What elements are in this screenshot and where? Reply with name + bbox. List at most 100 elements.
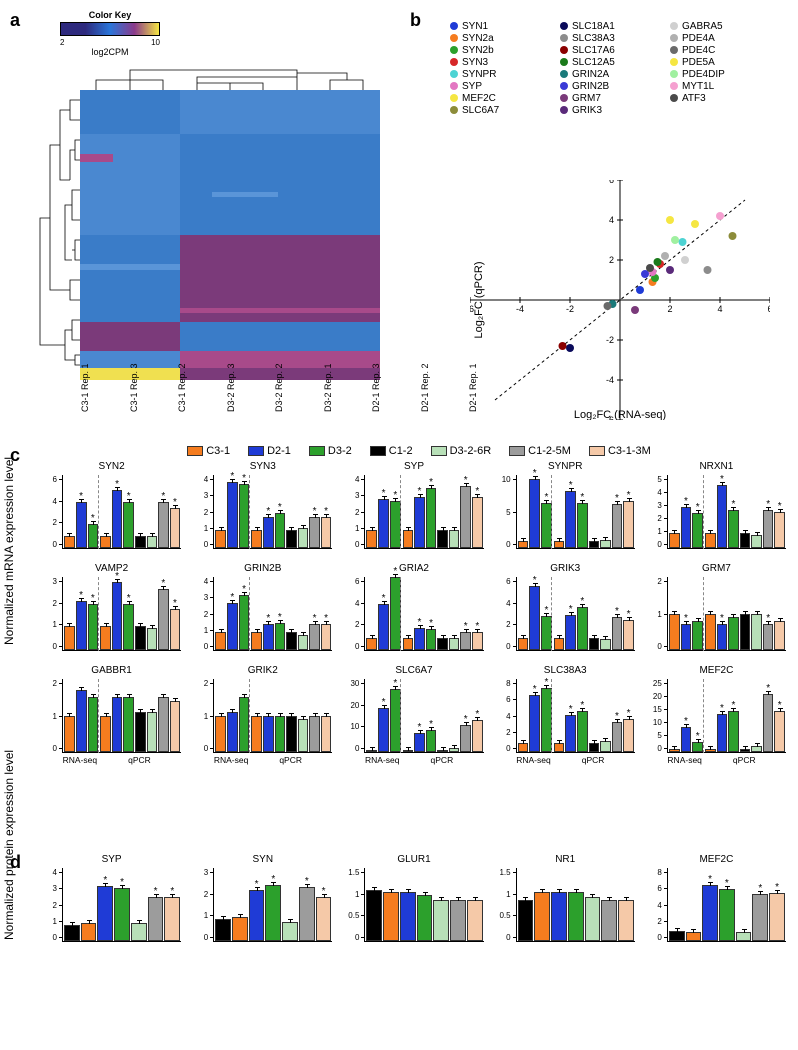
error-bar [571,712,572,716]
y-tick: 1 [191,626,211,635]
y-tick: 1 [342,524,362,533]
error-bar [280,713,281,717]
error-bar [163,586,164,590]
bar [669,533,680,548]
error-bar [674,611,675,615]
bar: * [76,601,87,650]
error-bar [384,601,385,605]
scatter-point [646,264,654,272]
heatmap-region [80,134,180,236]
bar [618,900,634,941]
error-bar [744,929,745,933]
bar [518,743,529,752]
heatmap [80,90,380,380]
bar [147,712,158,752]
error-bar [617,501,618,505]
bar [64,536,75,548]
heatmap-region [80,90,180,134]
y-tick: 4 [645,488,665,497]
error-bar [546,500,547,504]
bar [669,614,680,651]
scatter-point [729,232,737,240]
bar: * [76,502,87,548]
bar [251,632,262,650]
bar: * [577,711,588,752]
bar: * [702,885,718,941]
bar: * [565,715,576,752]
bar [112,697,123,752]
bar-title: MEF2C [645,665,788,676]
error-bar [605,738,606,742]
bar [298,528,309,548]
error-bar [710,746,711,750]
error-bar [81,499,82,503]
error-bar [72,922,73,926]
cond-legend-item: D3-2-6R [431,445,492,457]
cond-legend-item: C3-1 [187,445,230,457]
y-tick: 6 [645,884,665,893]
gene-label: GRIN2A [572,69,609,80]
bar-chart-area: ****** [364,577,483,651]
y-tick: 0 [342,642,362,651]
error-bar [674,746,675,750]
gene-label: SYN1 [462,21,488,32]
cond-legend-item: D3-2 [309,445,352,457]
error-bar [733,708,734,712]
error-bar [475,897,476,901]
bar-title: SLC38A3 [494,665,637,676]
y-tick: 2 [494,620,514,629]
bar [309,716,320,753]
error-bar [273,882,274,886]
scatter-point [661,252,669,260]
bar [518,638,529,650]
bar: * [460,632,471,650]
bar: * [227,482,238,548]
bar: * [774,711,785,752]
error-bar [240,914,241,918]
bar: * [316,897,332,941]
gene-dot-icon [560,46,568,54]
error-bar [307,884,308,888]
panel-a-heatmap: Color Key 2 10 log2CPM C3-1 Rep. 1C3-1 R… [10,10,400,440]
error-bar [152,625,153,629]
error-bar [420,494,421,498]
error-bar [698,510,699,514]
bar: * [774,512,785,549]
error-bar [733,614,734,618]
gene-legend-item: SYNPR [450,69,560,80]
bar-chart-area: ****** [667,475,786,549]
error-bar [408,889,409,893]
error-bar [559,635,560,639]
y-tick: 3 [191,593,211,602]
panel-d-grid: SYP43210****SYN3210****GLUR11.510.50NR11… [40,854,788,954]
error-bar [384,496,385,500]
gene-label: PDE4DIP [682,69,725,80]
x-label: qPCR [98,755,181,765]
y-tick: 4 [40,868,60,877]
bar [400,892,416,941]
error-bar [686,504,687,508]
bar: * [123,502,134,548]
svg-text:-2: -2 [566,304,574,314]
error-bar [780,509,781,513]
gene-dot-icon [560,106,568,114]
y-tick: 4 [40,497,60,506]
bar [751,614,762,651]
bar [736,932,752,941]
bar-chart-area [213,679,332,753]
error-bar [93,521,94,525]
error-bar [81,687,82,691]
error-bar [117,487,118,491]
y-tick: 2 [40,599,60,608]
gene-legend-item: SYN2b [450,45,560,56]
error-bar [733,507,734,511]
error-bar [760,891,761,895]
gene-label: GABRA5 [682,21,723,32]
bar [669,931,685,941]
bar: * [170,609,181,650]
error-bar [559,740,560,744]
bar [740,533,751,548]
error-bar [140,533,141,537]
bar [728,617,739,650]
gene-dot-icon [560,58,568,66]
